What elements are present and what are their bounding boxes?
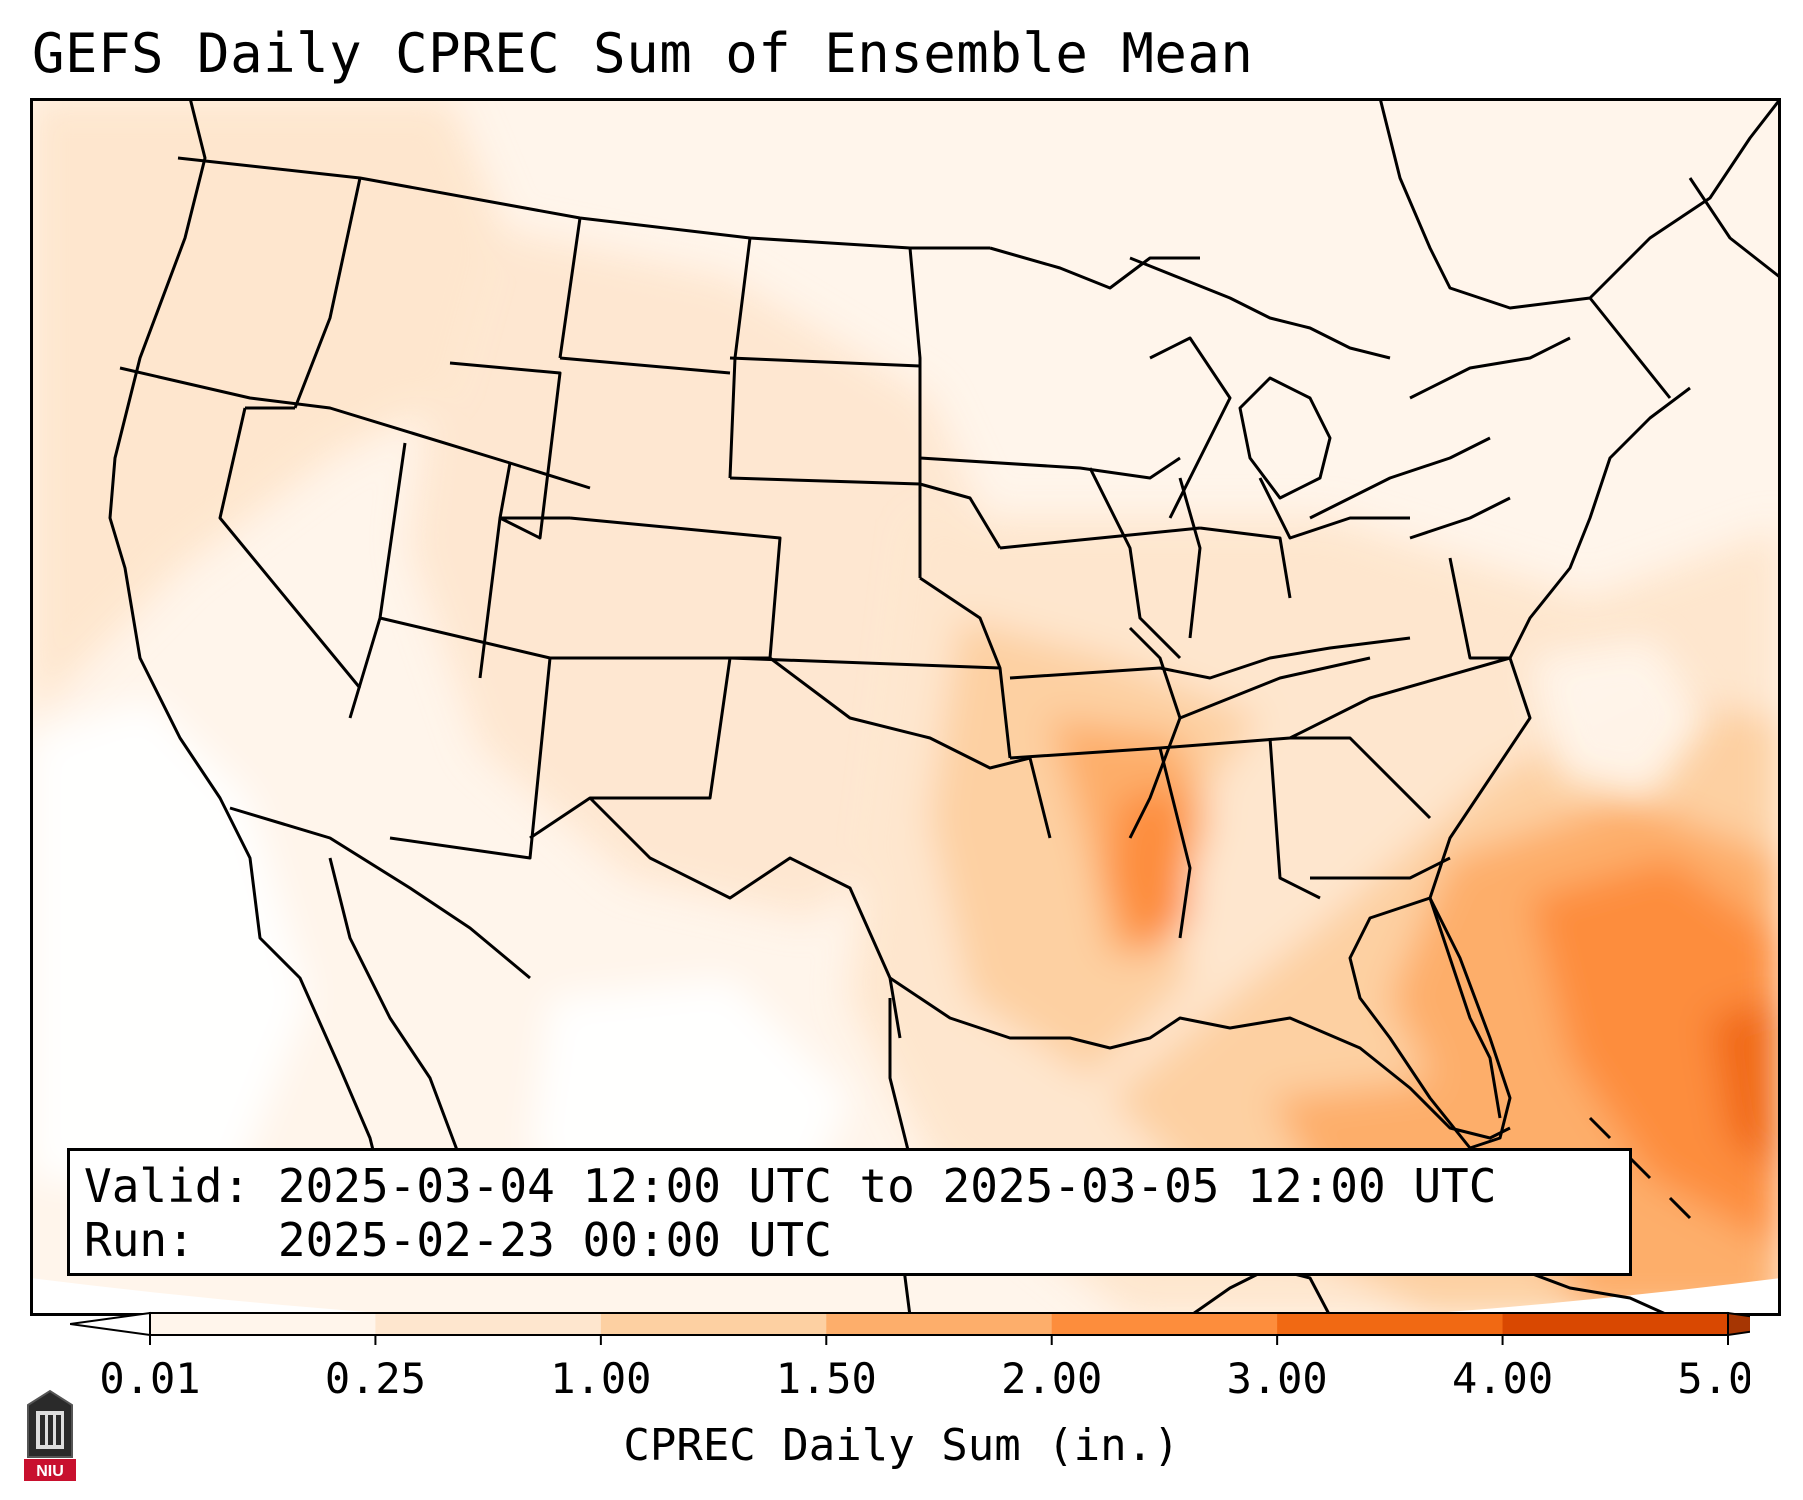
colorbar-label: CPREC Daily Sum (in.): [623, 1420, 1180, 1471]
valid-line: Valid: 2025-03-04 12:00 UTC to 2025-03-0…: [84, 1159, 1496, 1213]
colorbar-extend-high: [1727, 1311, 1750, 1337]
colorbar-tick-label: 1.00: [550, 1354, 651, 1403]
valid-time-box: Valid: 2025-03-04 12:00 UTC to 2025-03-0…: [67, 1148, 1632, 1276]
colorbar-tick-label: 0.25: [325, 1354, 426, 1403]
colorbar-tick-label: 0.01: [99, 1354, 200, 1403]
run-line: Run: 2025-02-23 00:00 UTC: [84, 1213, 832, 1267]
colorbar-segment: [826, 1313, 1053, 1335]
colorbar-outline: [149, 1312, 1729, 1336]
colorbar-tick-label: 5.00: [1677, 1354, 1750, 1403]
colorbar-segment: [1502, 1313, 1729, 1335]
colorbar: 0.01 0.25 1.00 1.50 2.00 3.00 4.00 5.00: [70, 1311, 1750, 1403]
colorbar-extend-low: [70, 1311, 151, 1337]
precipitation-map: [30, 98, 1781, 1316]
colorbar-tick-label: 4.00: [1452, 1354, 1553, 1403]
valid-value: 2025-03-04 12:00 UTC to 2025-03-05 12:00…: [277, 1159, 1497, 1213]
colorbar-segment: [150, 1313, 376, 1335]
run-value: 2025-02-23 00:00 UTC: [277, 1213, 832, 1267]
logo-text: NIU: [36, 1463, 64, 1480]
colorbar-segment: [375, 1313, 602, 1335]
colorbar-tick-label: 1.50: [776, 1354, 877, 1403]
map-title: GEFS Daily CPREC Sum of Ensemble Mean: [32, 22, 1254, 85]
niu-logo: NIU: [24, 1389, 76, 1481]
colorbar-segment: [1051, 1313, 1278, 1335]
colorbar-tick-label: 3.00: [1227, 1354, 1328, 1403]
colorbar-segment: [1277, 1313, 1504, 1335]
colorbar-tick-label: 2.00: [1001, 1354, 1102, 1403]
colorbar-segment: [600, 1313, 827, 1335]
valid-label: Valid:: [84, 1159, 251, 1213]
run-label: Run:: [84, 1213, 195, 1267]
state-boundaries: [108, 98, 1781, 1316]
